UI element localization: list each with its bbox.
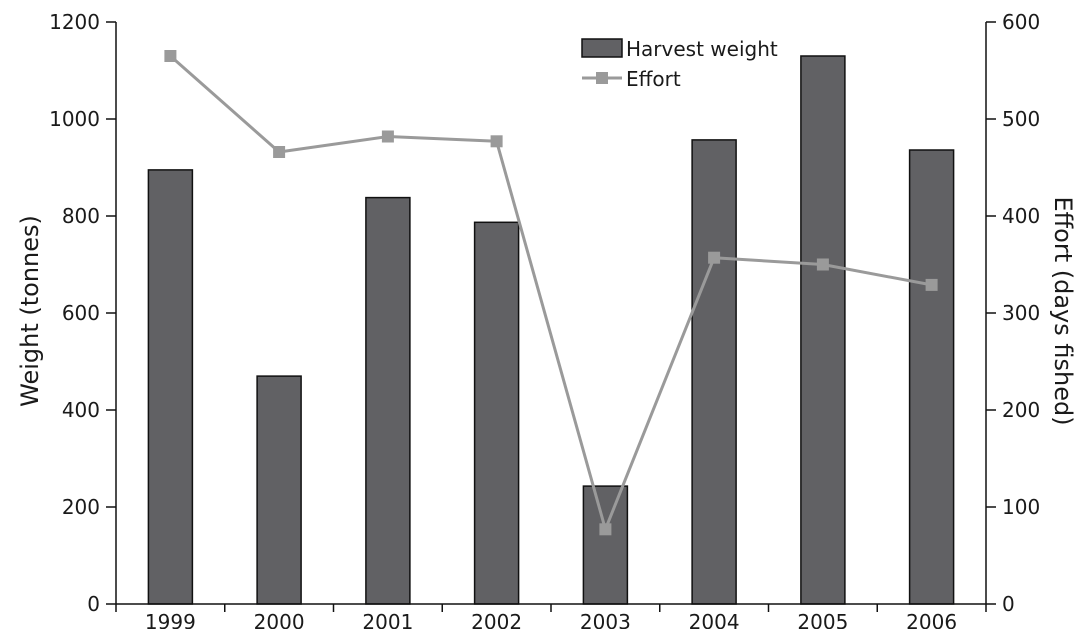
axes-layer	[115, 22, 987, 605]
x-tick-label-2006: 2006	[906, 610, 957, 629]
effort-marker-2004	[708, 251, 721, 264]
legend-marker-effort	[596, 72, 608, 84]
legend-label-harvest-weight: Harvest weight	[626, 37, 778, 61]
y-axis-title-right: Effort (days fished)	[1049, 196, 1077, 425]
legend-swatch-harvest-weight	[581, 38, 623, 58]
legend: Harvest weight Effort	[581, 37, 778, 91]
x-tick-label-2002: 2002	[471, 610, 522, 629]
y-tick-label-left: 400	[62, 398, 100, 422]
x-tick-label-1999: 1999	[145, 610, 196, 629]
bar-harvest-weight-2003	[582, 485, 629, 605]
bar-harvest-weight-2005	[800, 55, 846, 605]
y-tick-label-left: 1200	[49, 10, 100, 34]
x-tick-label-2003: 2003	[580, 610, 631, 629]
y-tick-label-left: 1000	[49, 107, 100, 131]
bar-harvest-weight-1999	[147, 169, 194, 605]
effort-marker-2006	[925, 278, 938, 291]
y-tick-label-right: 500	[1002, 107, 1040, 131]
x-tick-label-2000: 2000	[254, 610, 305, 629]
y-tick-label-right: 300	[1002, 301, 1040, 325]
y-tick-label-left: 0	[87, 592, 100, 616]
effort-marker-2001	[381, 130, 394, 143]
bars-layer	[147, 55, 955, 605]
legend-label-effort: Effort	[626, 67, 681, 91]
x-tick-label-2005: 2005	[797, 610, 848, 629]
effort-marker-1999	[164, 50, 177, 62]
bar-harvest-weight-2002	[473, 221, 520, 605]
x-tick-label-2001: 2001	[362, 610, 413, 629]
bar-harvest-weight-2004	[691, 139, 737, 605]
y-tick-label-right: 0	[1002, 592, 1015, 616]
y-axis-title-left: Weight (tonnes)	[16, 215, 44, 407]
bar-harvest-weight-2000	[256, 375, 302, 605]
effort-line-layer	[164, 50, 938, 536]
y-tick-label-right: 400	[1002, 204, 1040, 228]
y-tick-label-right: 100	[1002, 495, 1040, 519]
y-tick-label-right: 200	[1002, 398, 1040, 422]
y-tick-label-left: 800	[62, 204, 100, 228]
bar-harvest-weight-2001	[365, 196, 411, 605]
y-tick-label-right: 600	[1002, 10, 1040, 34]
bar-harvest-weight-2006	[908, 149, 955, 605]
effort-marker-2005	[816, 258, 829, 271]
y-tick-label-left: 200	[62, 495, 100, 519]
effort-marker-2000	[273, 146, 286, 158]
effort-series-line	[169, 54, 932, 531]
effort-marker-2003	[599, 523, 612, 536]
effort-marker-2002	[490, 135, 503, 148]
y-tick-label-left: 600	[62, 301, 100, 325]
ticks-layer: 0 200 400 600 800 1000 1200 0 100 200 300 400 500 600…	[49, 10, 1040, 633]
x-tick-label-2004: 2004	[689, 610, 740, 629]
